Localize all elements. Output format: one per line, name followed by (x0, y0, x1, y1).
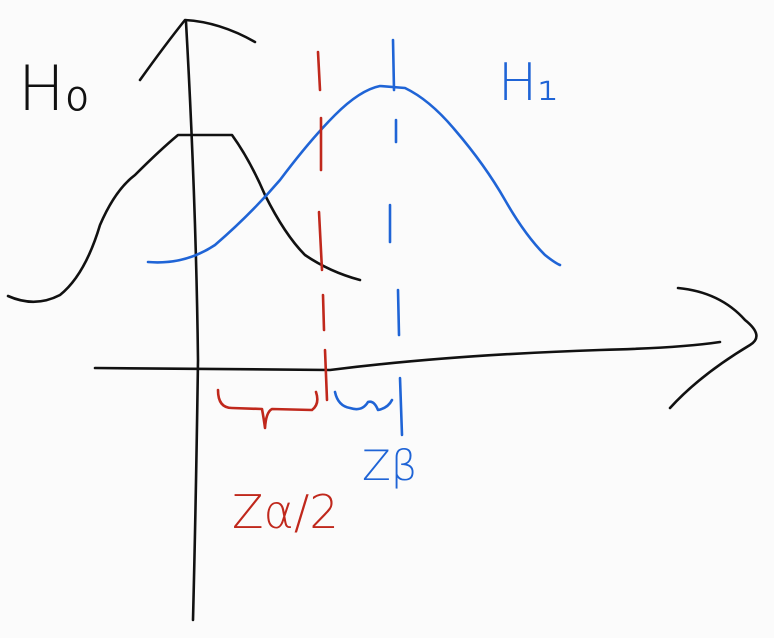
y-axis-hook (138, 18, 257, 82)
critical-line (316, 50, 329, 402)
beta-brace (333, 390, 394, 412)
alpha-brace (216, 388, 319, 430)
h0-curve (6, 133, 362, 304)
h0-label: H₀ (18, 52, 89, 125)
h1-label: H₁ (498, 53, 558, 113)
h1-mean-line (388, 38, 404, 437)
y-axis (184, 20, 200, 622)
x-axis (93, 340, 722, 372)
x-axis-arrow (668, 286, 758, 410)
z-beta-label: Zβ (362, 441, 418, 490)
h1-curve (146, 84, 562, 267)
z-alpha-label: Zα/2 (232, 485, 339, 539)
